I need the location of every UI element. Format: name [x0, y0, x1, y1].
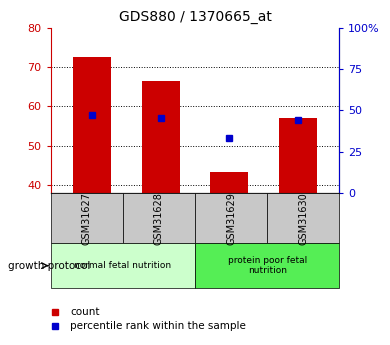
Text: GSM31629: GSM31629: [226, 192, 236, 245]
Bar: [279, 118, 317, 193]
Bar: [267, 193, 339, 243]
Bar: [211, 171, 248, 193]
Text: percentile rank within the sample: percentile rank within the sample: [70, 321, 246, 331]
Bar: [195, 243, 339, 288]
Text: protein poor fetal
nutrition: protein poor fetal nutrition: [227, 256, 307, 275]
Text: GSM31630: GSM31630: [298, 192, 308, 245]
Title: GDS880 / 1370665_at: GDS880 / 1370665_at: [119, 10, 271, 24]
Text: GSM31627: GSM31627: [82, 192, 92, 245]
Text: growth protocol: growth protocol: [8, 261, 90, 270]
Bar: [51, 243, 195, 288]
Bar: [195, 193, 267, 243]
Bar: [51, 193, 123, 243]
Bar: [73, 57, 111, 193]
Text: GSM31628: GSM31628: [154, 192, 164, 245]
Bar: [142, 81, 179, 193]
Text: count: count: [70, 307, 100, 317]
Text: normal fetal nutrition: normal fetal nutrition: [74, 261, 172, 270]
Bar: [123, 193, 195, 243]
